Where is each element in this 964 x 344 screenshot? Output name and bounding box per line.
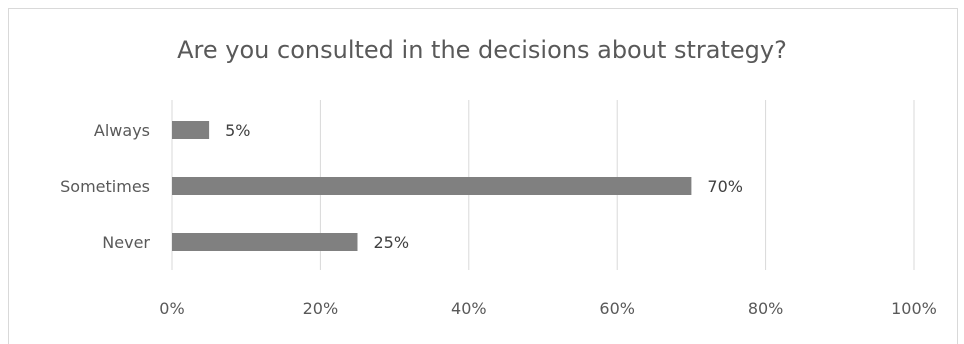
bar-always [172,121,210,139]
chart-frame [8,8,958,344]
data-label-never: 25% [374,233,410,252]
x-tick-label: 20% [303,299,339,318]
x-tick-labels: 0% 20% 40% 60% 80% 100% [159,299,937,318]
x-tick-label: 100% [891,299,937,318]
data-labels: 5% 70% 25% [225,121,743,252]
bar-never [172,233,358,251]
bars [172,121,692,251]
x-tick-label: 0% [159,299,184,318]
x-tick-label: 60% [599,299,635,318]
data-label-sometimes: 70% [707,177,743,196]
category-label-never: Never [102,233,150,252]
chart-title: Are you consulted in the decisions about… [177,36,787,64]
x-tick-label: 40% [451,299,487,318]
bar-sometimes [172,177,692,195]
category-label-always: Always [94,121,150,140]
x-tick-label: 80% [748,299,784,318]
data-label-always: 5% [225,121,250,140]
category-labels: Always Sometimes Never [60,121,150,252]
category-label-sometimes: Sometimes [60,177,150,196]
